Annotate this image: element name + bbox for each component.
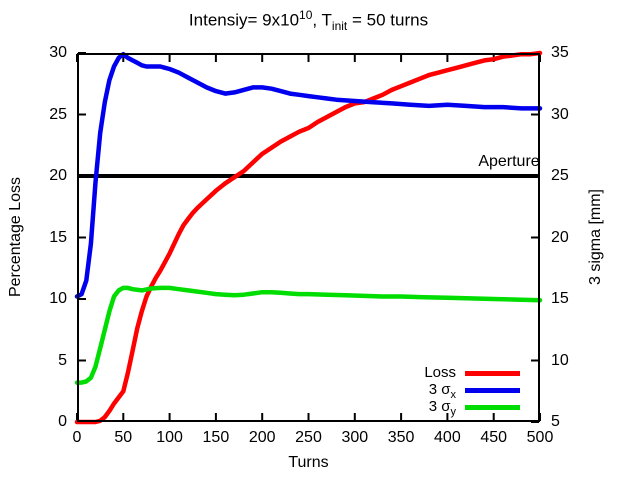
legend-label-sigma-y: 3 σy: [429, 398, 456, 418]
y-left-tick-label: 25: [49, 105, 67, 123]
y-right-tick-label: 15: [551, 290, 569, 307]
chart-title-prefix: Intensiy= 9x10: [188, 10, 300, 30]
plot-svg: [74, 50, 543, 425]
y-left-tick-label: 0: [58, 413, 67, 430]
x-tick-label: 450: [480, 429, 508, 446]
legend-item-sigma-x: 3 σx: [330, 381, 520, 401]
loss-curve: [74, 50, 543, 425]
y-right-tick-label: 20: [551, 228, 569, 246]
legend-swatch-sigma-x: [465, 388, 520, 393]
x-tick-label: 50: [114, 429, 133, 446]
x-tick-label: 400: [434, 429, 461, 446]
y-left-tick-label: 30: [49, 44, 67, 61]
chart-title-mid: , T: [312, 10, 332, 30]
legend-label-sigma-x-sub: x: [450, 388, 457, 401]
x-tick-label: 150: [202, 429, 230, 446]
y-right-tick-label: 5: [551, 413, 560, 430]
chart-title-subscript: init: [331, 19, 348, 34]
legend-label-loss: Loss: [424, 364, 456, 384]
legend-swatch-sigma-y: [465, 405, 520, 410]
legend-label-sigma-x-text: 3 σ: [428, 380, 451, 398]
legend-item-loss: Loss: [330, 364, 520, 384]
y-left-tick-label: 5: [58, 351, 67, 369]
legend-item-sigma-y: 3 σy: [330, 398, 520, 418]
y-right-tick-label: 25: [551, 167, 569, 184]
legend-label-loss-text: Loss: [424, 363, 456, 381]
y-left-tick-label: 20: [49, 167, 67, 184]
x-tick-label: 250: [295, 429, 322, 446]
chart-title: Intensiy= 9x1010, Tinit = 50 turns: [0, 8, 617, 33]
y-right-tick-label: 10: [551, 351, 569, 369]
x-tick-label: 100: [156, 429, 183, 446]
x-tick-label: 300: [341, 429, 369, 446]
y-right-tick-label: 30: [551, 105, 569, 123]
y-left-tick-label: 10: [49, 290, 67, 307]
chart-title-suffix: = 50 turns: [347, 10, 429, 30]
aperture-label: Aperture: [478, 153, 540, 170]
sigma-y-curve: [74, 285, 543, 385]
chart-title-superscript: 10: [299, 8, 313, 22]
legend-label-sigma-x: 3 σx: [429, 381, 456, 401]
x-axis-label: Turns: [288, 454, 329, 471]
y-right-tick-label: 35: [551, 44, 569, 61]
plot-border: [77, 53, 540, 422]
legend-swatch-loss: [465, 371, 520, 376]
legend: Loss 3 σx 3 σy: [330, 364, 520, 418]
x-tick-label: 200: [248, 429, 276, 446]
legend-label-sigma-y-text: 3 σ: [428, 397, 451, 415]
plot-area: Aperture: [74, 50, 543, 425]
x-tick-label: 500: [526, 429, 554, 446]
x-tick-label: 350: [387, 429, 415, 446]
y-left-tick-label: 15: [49, 228, 67, 246]
sigma-x-curve: [74, 51, 543, 299]
x-tick-label: 0: [72, 429, 82, 446]
legend-label-sigma-y-sub: y: [450, 405, 457, 418]
